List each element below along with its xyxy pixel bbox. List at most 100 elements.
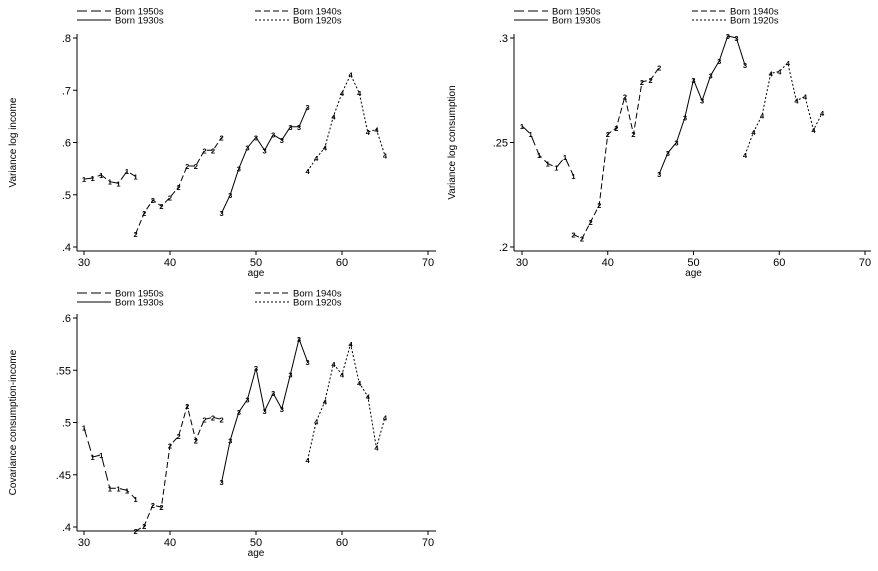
data-point-marker: 4 bbox=[349, 340, 354, 349]
data-point-marker: 3 bbox=[306, 358, 310, 367]
data-point-marker: 2 bbox=[194, 162, 198, 171]
data-point-marker: 4 bbox=[374, 125, 379, 134]
data-point-marker: 4 bbox=[340, 370, 345, 379]
x-axis-title: age bbox=[685, 268, 702, 279]
x-tick-label: 50 bbox=[250, 257, 262, 269]
series-line bbox=[744, 62, 823, 156]
data-point-marker: 3 bbox=[237, 165, 241, 174]
data-point-marker: 4 bbox=[374, 444, 379, 453]
data-point-marker: 3 bbox=[220, 209, 224, 218]
series-line bbox=[135, 403, 222, 532]
data-point-marker: 4 bbox=[314, 154, 319, 163]
y-axis-title: Variance log income bbox=[8, 97, 19, 187]
data-point-marker: 4 bbox=[383, 152, 388, 161]
x-tick-label: 30 bbox=[516, 257, 528, 269]
data-point-marker: 2 bbox=[151, 196, 155, 205]
legend-label: Born 1950s bbox=[115, 7, 164, 18]
x-tick-label: 70 bbox=[422, 537, 434, 549]
series-line bbox=[573, 67, 660, 240]
data-point-marker: 2 bbox=[168, 193, 172, 202]
series-line bbox=[221, 106, 309, 214]
y-tick-label: .4 bbox=[62, 522, 71, 534]
data-point-marker: 2 bbox=[159, 202, 163, 211]
x-tick-label: 40 bbox=[164, 537, 176, 549]
x-tick-label: 60 bbox=[773, 257, 785, 269]
y-tick-label: .5 bbox=[62, 418, 71, 430]
data-point-marker: 2 bbox=[202, 415, 206, 424]
data-point-marker: 3 bbox=[245, 396, 249, 405]
data-point-marker: 4 bbox=[794, 97, 799, 106]
x-tick-label: 30 bbox=[78, 257, 90, 269]
data-point-marker: 4 bbox=[323, 144, 328, 153]
data-point-marker: 3 bbox=[254, 133, 258, 142]
x-tick-label: 40 bbox=[164, 257, 176, 269]
data-point-marker: 2 bbox=[623, 93, 627, 102]
data-point-marker: 1 bbox=[116, 179, 120, 188]
y-tick-label: .7 bbox=[62, 85, 71, 97]
legend: Born 1950s Born 1940s Born 1930s Born 1920s bbox=[77, 7, 342, 27]
series-line bbox=[221, 337, 309, 483]
legend: Born 1950s Born 1940s Born 1930s Born 1920s bbox=[514, 7, 779, 27]
data-point-marker: 3 bbox=[674, 139, 678, 148]
data-point-marker: 2 bbox=[606, 130, 610, 139]
data-point-marker: 1 bbox=[563, 153, 567, 162]
data-point-marker: 4 bbox=[340, 89, 345, 98]
data-point-marker: 1 bbox=[134, 495, 138, 504]
data-point-marker: 2 bbox=[202, 146, 206, 155]
series-line bbox=[521, 125, 574, 177]
data-point-marker: 2 bbox=[159, 503, 163, 512]
data-point-marker: 4 bbox=[357, 89, 362, 98]
data-point-marker: 1 bbox=[571, 172, 575, 181]
data-point-marker: 1 bbox=[537, 151, 541, 160]
legend-label: Born 1930s bbox=[552, 16, 601, 27]
data-point-marker: 2 bbox=[220, 415, 224, 424]
data-point-marker: 1 bbox=[91, 174, 95, 183]
y-tick-label: .4 bbox=[62, 242, 71, 254]
data-point-marker: 4 bbox=[751, 128, 756, 137]
data-point-marker: 2 bbox=[589, 218, 593, 227]
data-point-marker: 3 bbox=[280, 405, 284, 414]
data-point-marker: 3 bbox=[271, 389, 275, 398]
data-point-marker: 4 bbox=[820, 109, 825, 118]
data-point-marker: 3 bbox=[288, 123, 292, 132]
data-point-marker: 3 bbox=[683, 113, 687, 122]
data-point-marker: 3 bbox=[288, 370, 292, 379]
data-point-marker: 3 bbox=[691, 76, 695, 85]
series-line bbox=[307, 343, 386, 461]
data-point-marker: 1 bbox=[108, 484, 112, 493]
data-point-marker: 3 bbox=[228, 436, 232, 445]
data-point-marker: 1 bbox=[82, 424, 86, 433]
data-point-marker: 1 bbox=[116, 484, 120, 493]
data-point-marker: 4 bbox=[331, 360, 336, 369]
data-point-marker: 3 bbox=[726, 32, 730, 41]
data-point-marker: 2 bbox=[194, 436, 198, 445]
data-point-marker: 4 bbox=[306, 456, 311, 465]
legend-label: Born 1940s bbox=[730, 7, 779, 18]
legend-label: Born 1930s bbox=[115, 16, 164, 27]
data-point-marker: 3 bbox=[237, 408, 241, 417]
data-point-marker: 3 bbox=[297, 123, 301, 132]
data-point-marker: 1 bbox=[108, 178, 112, 187]
data-point-marker: 3 bbox=[666, 149, 670, 158]
data-point-marker: 2 bbox=[168, 442, 172, 451]
data-point-marker: 4 bbox=[383, 413, 388, 422]
y-tick-label: .8 bbox=[62, 33, 71, 45]
data-point-marker: 3 bbox=[263, 407, 267, 416]
y-tick-label: .55 bbox=[56, 365, 71, 377]
legend-label: Born 1950s bbox=[552, 7, 601, 18]
data-point-marker: 4 bbox=[314, 418, 319, 427]
y-tick-label: .3 bbox=[499, 33, 508, 45]
data-point-marker: 3 bbox=[700, 97, 704, 106]
data-point-marker: 1 bbox=[125, 167, 129, 176]
data-point-marker: 1 bbox=[134, 173, 138, 182]
